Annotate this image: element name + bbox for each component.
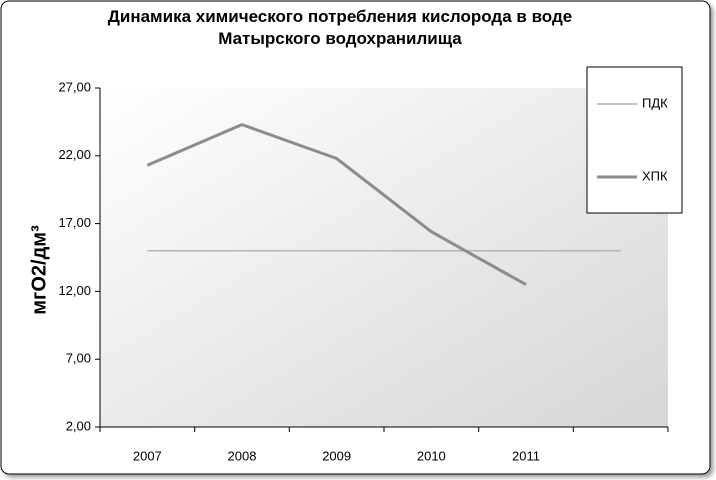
y-axis-title: мгО2/дм³ <box>28 225 50 315</box>
x-tick-label: 2007 <box>133 448 162 463</box>
y-tick-label: 7,00 <box>66 351 91 366</box>
chart-title: Динамика химического потребления кислоро… <box>107 7 573 48</box>
x-tick-label: 2011 <box>512 448 540 463</box>
plot-area <box>100 88 668 427</box>
x-tick-label: 2008 <box>228 448 257 463</box>
y-tick-label: 12,00 <box>58 283 91 298</box>
x-tick-label: 2009 <box>322 448 351 463</box>
legend-box <box>586 66 683 214</box>
y-tick-label: 27,00 <box>58 79 91 94</box>
legend-label: ХПК <box>642 168 668 183</box>
legend-label: ПДК <box>642 95 668 110</box>
y-tick-label: 22,00 <box>58 147 91 162</box>
series-line <box>146 123 527 286</box>
y-tick-label: 17,00 <box>58 215 91 230</box>
x-tick-label: 2010 <box>417 448 446 463</box>
y-tick-label: 2,00 <box>66 418 91 433</box>
